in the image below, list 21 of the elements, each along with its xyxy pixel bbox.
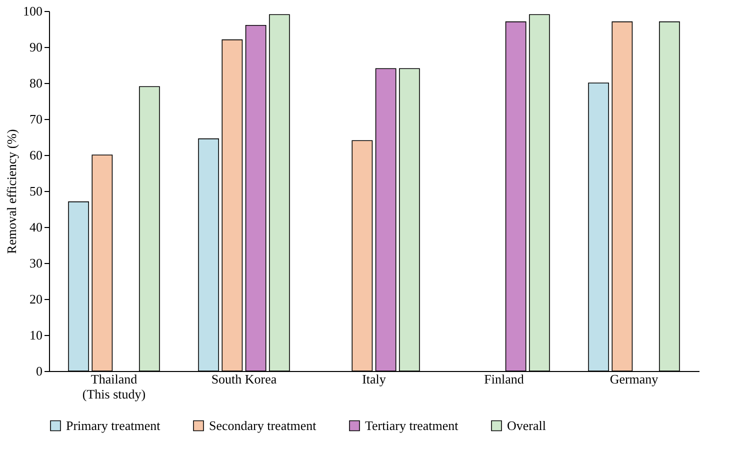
legend-label: Tertiary treatment — [365, 418, 459, 433]
y-tick-label: 50 — [30, 184, 42, 198]
y-axis-title: Removal efficiency (%) — [4, 129, 19, 254]
legend-label: Overall — [507, 418, 546, 433]
y-tick-label: 0 — [36, 364, 42, 378]
y-tick-label: 40 — [30, 220, 42, 234]
x-tick-label: Thailand (This study) — [82, 372, 146, 402]
legend-label: Secondary treatment — [209, 418, 317, 433]
y-tick-label: 80 — [30, 76, 42, 90]
y-tick-label: 20 — [30, 292, 42, 306]
y-tick-label: 100 — [23, 4, 42, 18]
x-tick-label: South Korea — [211, 372, 277, 386]
x-tick-label: Finland — [484, 372, 524, 386]
y-tick-label: 30 — [30, 256, 42, 270]
y-tick-label: 10 — [30, 328, 42, 342]
y-tick-label: 90 — [30, 40, 42, 54]
legend-label: Primary treatment — [66, 418, 161, 433]
y-tick-label: 60 — [30, 148, 42, 162]
x-tick-label: Germany — [610, 372, 659, 386]
y-tick-label: 70 — [30, 112, 42, 126]
x-tick-label: Italy — [362, 372, 386, 386]
